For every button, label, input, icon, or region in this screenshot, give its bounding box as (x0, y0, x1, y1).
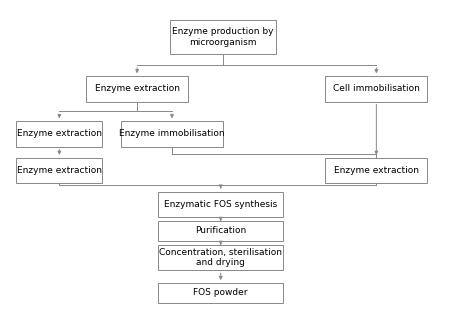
FancyBboxPatch shape (16, 121, 102, 147)
Text: FOS powder: FOS powder (193, 288, 248, 297)
FancyBboxPatch shape (170, 20, 276, 54)
FancyBboxPatch shape (121, 121, 223, 147)
Text: Cell immobilisation: Cell immobilisation (333, 84, 420, 93)
FancyBboxPatch shape (325, 158, 428, 183)
Text: Enzyme immobilisation: Enzyme immobilisation (119, 129, 225, 138)
Text: Concentration, sterilisation
and drying: Concentration, sterilisation and drying (159, 248, 282, 267)
Text: Enzyme extraction: Enzyme extraction (334, 166, 419, 175)
FancyBboxPatch shape (158, 283, 283, 303)
FancyBboxPatch shape (158, 221, 283, 241)
Text: Enzyme extraction: Enzyme extraction (95, 84, 180, 93)
FancyBboxPatch shape (158, 192, 283, 217)
Text: Purification: Purification (195, 226, 246, 236)
FancyBboxPatch shape (86, 76, 188, 102)
FancyBboxPatch shape (16, 158, 102, 183)
Text: Enzyme production by
microorganism: Enzyme production by microorganism (173, 27, 274, 46)
Text: Enzyme extraction: Enzyme extraction (17, 129, 102, 138)
FancyBboxPatch shape (158, 245, 283, 270)
Text: Enzymatic FOS synthesis: Enzymatic FOS synthesis (164, 200, 277, 209)
Text: Enzyme extraction: Enzyme extraction (17, 166, 102, 175)
FancyBboxPatch shape (325, 76, 428, 102)
